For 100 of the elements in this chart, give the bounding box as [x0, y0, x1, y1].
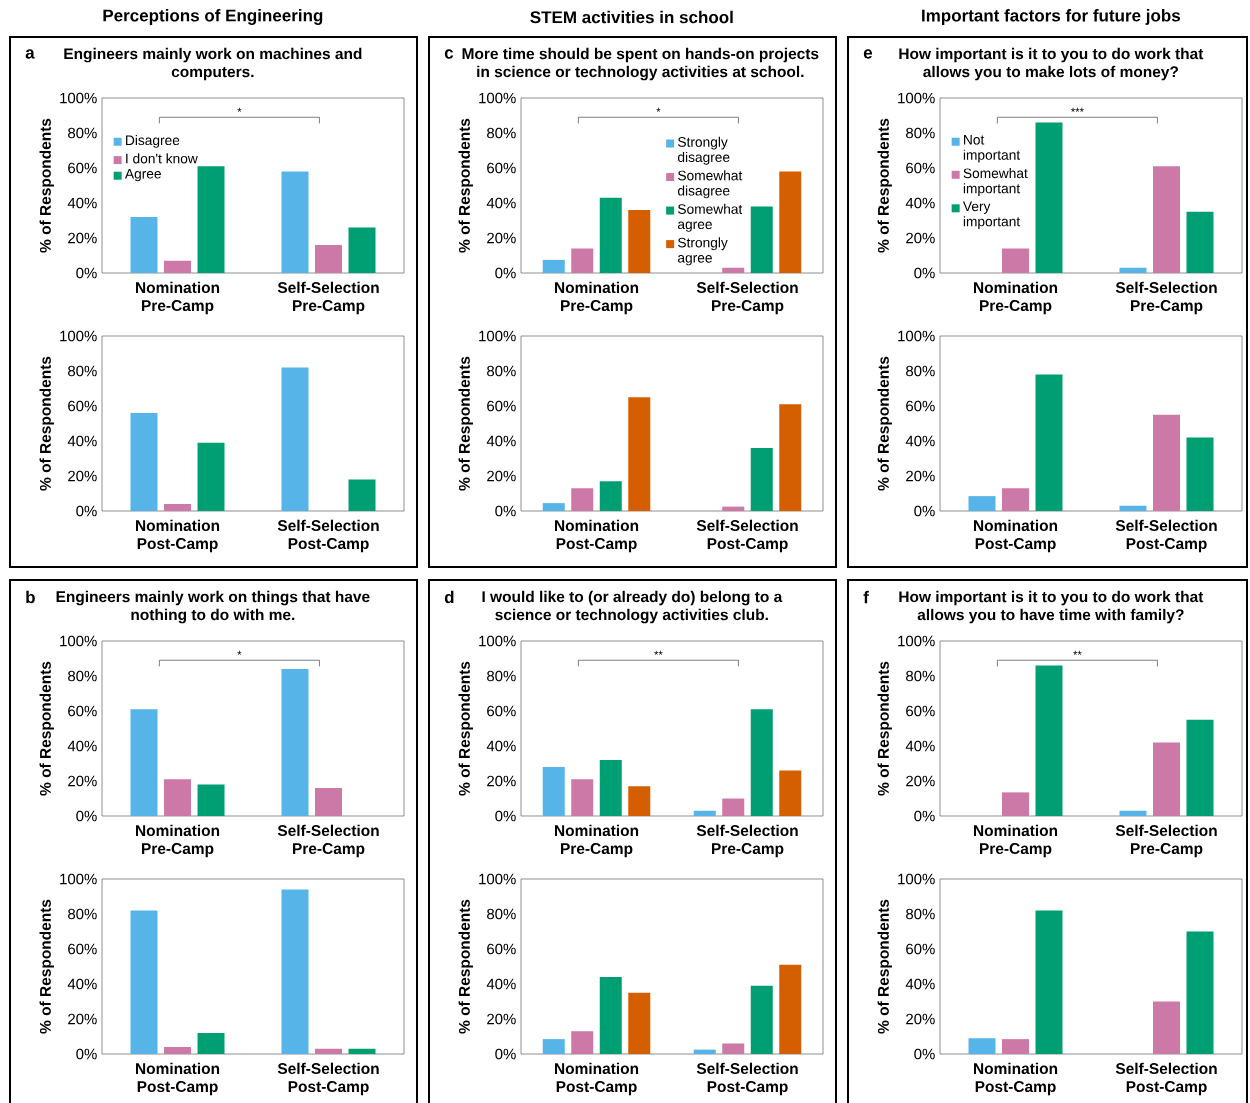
y-tick-label: 80%: [906, 908, 935, 920]
bar: [693, 810, 716, 816]
bar: [315, 1048, 342, 1054]
text: e: [863, 49, 873, 59]
annotation: ***: [1070, 107, 1084, 112]
y-tick-label: 40%: [67, 435, 97, 447]
bar: [348, 1048, 376, 1054]
x-tick-label: Self-Selection Pre-Camp: [1115, 824, 1217, 858]
bar: [1153, 414, 1180, 511]
bar: [542, 1039, 565, 1054]
y-tick-label: 100%: [898, 635, 935, 647]
x-tick-label: Nomination Pre-Camp: [974, 281, 1058, 315]
y-axis-title: % of Respondents: [458, 899, 473, 1034]
y-tick-label: 80%: [487, 670, 516, 682]
bar: [571, 248, 594, 273]
x-tick-label: Self-Selection Post-Camp: [277, 1062, 379, 1096]
bar: [571, 488, 594, 511]
x-tick-label: Nomination Post-Camp: [974, 1062, 1058, 1096]
bar: [348, 227, 376, 273]
bar: [1186, 437, 1214, 511]
y-tick-label: 20%: [68, 470, 97, 482]
bar: [197, 442, 225, 511]
bar: [1002, 488, 1029, 511]
x-tick-label: Self-Selection Pre-Camp: [1115, 281, 1217, 315]
y-tick-label: 20%: [906, 775, 935, 787]
legend-label: Disagree: [126, 135, 180, 148]
bar: [281, 889, 309, 1054]
x-tick-label: Nomination Post-Camp: [136, 519, 220, 553]
text: c: [444, 49, 454, 59]
y-tick-label: 20%: [487, 232, 516, 244]
y-tick-label: 0%: [914, 267, 935, 279]
chart-title: I would like to (or already do) belong to a science or technology activities club.: [482, 590, 783, 624]
x-tick-label: Nomination Pre-Camp: [136, 281, 220, 315]
y-tick-label: 40%: [486, 197, 516, 209]
y-tick-label: 40%: [905, 197, 935, 209]
x-tick-label: Self-Selection Pre-Camp: [696, 281, 798, 315]
legend-label: Very important: [962, 201, 1021, 230]
bar: [571, 1031, 594, 1054]
y-tick-label: 60%: [906, 400, 935, 412]
y-tick-label: 20%: [487, 1013, 516, 1025]
y-tick-label: 0%: [76, 267, 97, 279]
bar: [779, 964, 802, 1054]
y-tick-label: 40%: [67, 740, 97, 752]
y-tick-label: 100%: [479, 873, 516, 885]
y-tick-label: 40%: [486, 978, 516, 990]
x-tick-label: Nomination Pre-Camp: [555, 824, 639, 858]
bar: [599, 197, 622, 273]
bar: [197, 1033, 225, 1054]
text: Perceptions of Engineering: [103, 9, 323, 25]
x-tick-label: Nomination Post-Camp: [555, 519, 639, 553]
bar: [779, 404, 802, 511]
x-tick-label: Self-Selection Post-Camp: [696, 519, 798, 553]
bar: [750, 448, 773, 511]
bar: [130, 709, 158, 816]
y-tick-label: 80%: [68, 908, 97, 920]
y-tick-label: 100%: [898, 330, 935, 342]
y-tick-label: 0%: [76, 505, 97, 517]
legend-label: Strongly agree: [677, 237, 728, 266]
legend-label: Somewhat important: [963, 168, 1028, 197]
y-axis-title: % of Respondents: [458, 356, 473, 491]
chart-title: Engineers mainly work on machines and computers.: [64, 47, 362, 81]
bar: [599, 760, 622, 816]
bar: [1035, 122, 1063, 273]
y-tick-label: 80%: [487, 127, 516, 139]
legend-label: Not important: [963, 135, 1021, 163]
bar: [1186, 931, 1214, 1054]
bar: [1153, 1001, 1180, 1054]
y-tick-label: 0%: [914, 1048, 935, 1060]
bar: [1119, 505, 1147, 511]
legend-label: Somewhat agree: [677, 203, 743, 232]
bar: [599, 481, 622, 511]
y-tick-label: 20%: [906, 1013, 935, 1025]
bar: [1002, 792, 1029, 816]
y-tick-label: 20%: [487, 775, 516, 787]
x-tick-label: Nomination Post-Camp: [974, 519, 1058, 553]
bar: [164, 779, 191, 816]
bar: [315, 245, 342, 273]
x-tick-label: Nomination Post-Camp: [555, 1062, 639, 1096]
y-tick-label: 0%: [76, 1048, 97, 1060]
bar: [1186, 719, 1214, 816]
bar: [315, 788, 342, 816]
bar: [693, 1049, 716, 1054]
bar: [281, 669, 309, 816]
bar: [722, 798, 745, 816]
legend-label: I don't know: [126, 153, 198, 164]
bar: [1153, 166, 1180, 273]
bar: [722, 506, 745, 511]
bar: [542, 259, 565, 273]
y-tick-label: 60%: [487, 162, 516, 174]
x-tick-label: Self-Selection Post-Camp: [1115, 519, 1217, 553]
y-tick-label: 0%: [495, 1048, 516, 1060]
y-tick-label: 20%: [487, 470, 516, 482]
annotation: **: [654, 650, 663, 655]
text: a: [25, 49, 35, 59]
x-tick-label: Self-Selection Pre-Camp: [696, 824, 798, 858]
bar: [130, 217, 158, 273]
y-tick-label: 60%: [487, 705, 516, 717]
y-tick-label: 40%: [486, 435, 516, 447]
y-tick-label: 80%: [68, 365, 97, 377]
bar: [1119, 810, 1147, 816]
